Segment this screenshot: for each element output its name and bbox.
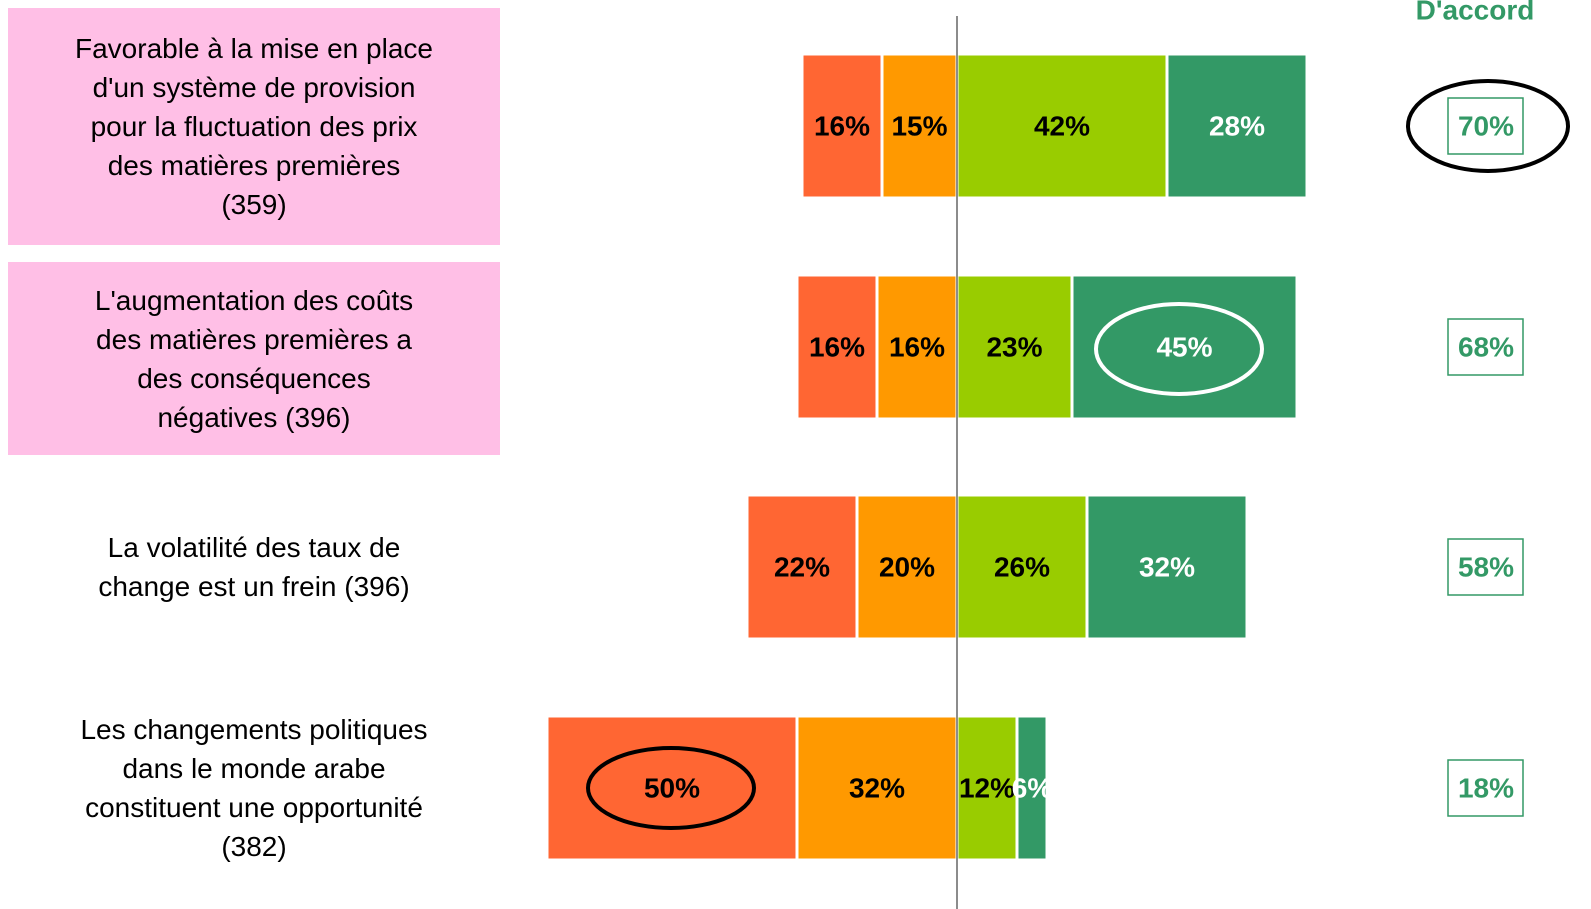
category-label: L'augmentation des coûts des matières pr…	[94, 284, 414, 433]
bar-segment	[1015, 714, 1049, 862]
bar-segment	[875, 273, 959, 421]
data-label: 23%	[986, 332, 1042, 363]
data-label: 12%	[959, 773, 1015, 804]
category-label: La volatilité des taux de change est un …	[98, 532, 410, 602]
totals-title: D'accord	[1416, 0, 1535, 26]
bar-segment	[955, 52, 1169, 200]
data-label: 20%	[879, 552, 935, 583]
bar-segment	[955, 714, 1019, 862]
bar-segment	[880, 52, 959, 200]
total-box	[1447, 538, 1524, 596]
total-label: 70%	[1458, 111, 1514, 142]
bar-segment	[795, 273, 879, 421]
total-label: 58%	[1458, 552, 1514, 583]
category-box: Les changements politiques dans le monde…	[8, 691, 500, 885]
data-label: 50%	[644, 773, 700, 804]
total-label: 68%	[1458, 332, 1514, 363]
highlight-ring	[1406, 79, 1570, 173]
data-label: 16%	[814, 111, 870, 142]
category-box: Favorable à la mise en place d'un systèm…	[8, 8, 500, 245]
data-label: 22%	[774, 552, 830, 583]
bar-segment	[745, 493, 859, 641]
data-label: 28%	[1209, 111, 1265, 142]
category-label: Favorable à la mise en place d'un systèm…	[75, 33, 433, 220]
category-box: La volatilité des taux de change est un …	[8, 470, 500, 664]
bar-segment	[1085, 493, 1249, 641]
total-box	[1447, 759, 1524, 817]
total-label: 18%	[1458, 773, 1514, 804]
data-label: 45%	[1156, 332, 1212, 363]
data-label: 32%	[849, 773, 905, 804]
data-label: 6%	[1012, 773, 1053, 804]
category-box: L'augmentation des coûts des matières pr…	[8, 262, 500, 455]
data-label: 16%	[809, 332, 865, 363]
total-box	[1447, 318, 1524, 376]
data-label: 26%	[994, 552, 1050, 583]
data-label: 15%	[891, 111, 947, 142]
data-label: 16%	[889, 332, 945, 363]
data-label: 42%	[1034, 111, 1090, 142]
highlight-ring	[1094, 302, 1264, 396]
bar-segment	[955, 273, 1074, 421]
data-label: 32%	[1139, 552, 1195, 583]
total-box	[1447, 97, 1524, 155]
bar-segment	[1165, 52, 1309, 200]
category-label: Les changements politiques dans le monde…	[80, 714, 428, 862]
bar-segment	[855, 493, 959, 641]
bar-segment	[800, 52, 884, 200]
highlight-ring	[586, 746, 756, 830]
bar-segment	[955, 493, 1089, 641]
